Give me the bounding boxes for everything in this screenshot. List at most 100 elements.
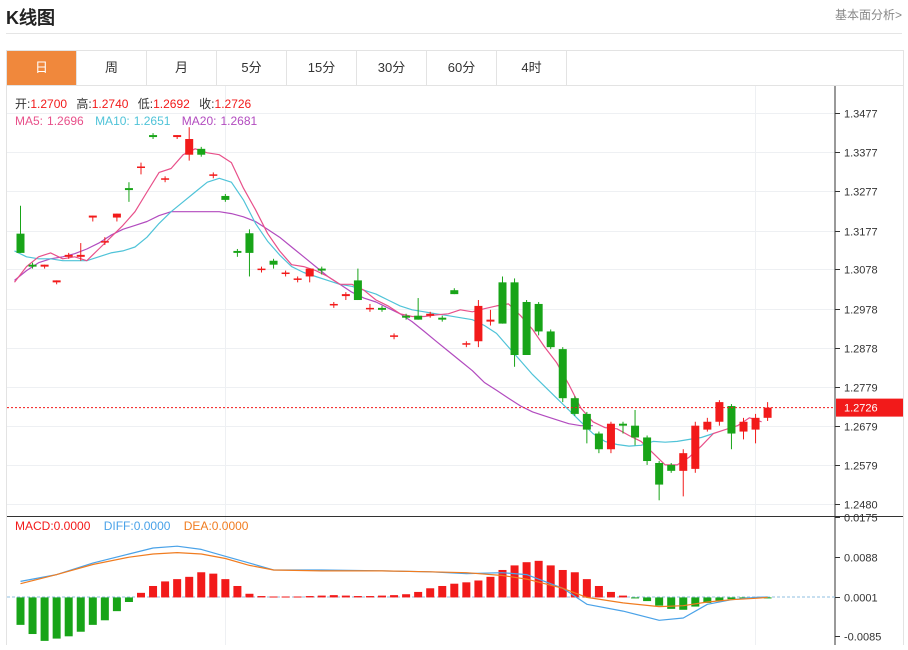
macd-bar — [450, 583, 459, 598]
candle-body — [619, 423, 627, 426]
tab-1[interactable]: 周 — [77, 51, 147, 85]
price-axis-ticks: 1.3477 1.3377 1.3277 1.3177 1.3078 1.2978 1.28… — [835, 109, 878, 512]
candle — [438, 315, 447, 322]
candle-body — [293, 278, 302, 280]
macd-tick-label: 0.0175 — [844, 513, 878, 525]
diff-value: 0.0000 — [134, 519, 171, 533]
macd-bar — [570, 572, 579, 598]
macd-bar — [510, 565, 519, 598]
candle — [64, 252, 73, 259]
macd-bar — [124, 597, 133, 602]
candle-body — [727, 406, 736, 434]
price-tick-label: 1.3477 — [844, 109, 878, 121]
period-tabs: 日周月 5分 15分 30分 60分 4时 — [6, 50, 904, 86]
macd-bar — [161, 581, 170, 598]
candle-body — [341, 294, 350, 297]
candle-body — [269, 260, 278, 265]
current-price-label: 1.2726 — [844, 403, 878, 415]
macd-bar — [462, 582, 471, 598]
candle-body — [474, 305, 483, 342]
candle — [329, 301, 338, 308]
tab-2[interactable]: 月 — [147, 51, 217, 85]
macd-bar — [257, 596, 266, 598]
low-value: 1.2692 — [153, 97, 190, 111]
candle — [378, 305, 386, 312]
candle — [751, 413, 760, 444]
candle — [619, 421, 627, 434]
candle-body — [655, 462, 664, 485]
low-label: 低: — [138, 97, 153, 111]
tab-7[interactable]: 4时 — [497, 51, 567, 85]
kline-chart: 1.3477 1.3377 1.3277 1.3177 1.3078 1.2978 1.28… — [7, 86, 903, 645]
candle-body — [390, 335, 399, 337]
tab-5[interactable]: 30分 — [357, 51, 427, 85]
candle — [763, 402, 772, 421]
tab-0[interactable]: 日 — [7, 51, 77, 85]
candle — [365, 303, 374, 312]
candle-body — [426, 313, 435, 316]
candle-body — [582, 413, 591, 430]
candle-body — [534, 303, 543, 332]
tab-3[interactable]: 5分 — [217, 51, 287, 85]
candle-body — [751, 417, 760, 430]
candle-body — [715, 402, 724, 422]
price-tick-label: 1.2878 — [844, 344, 878, 356]
ma5-value: 1.2696 — [47, 114, 84, 128]
ma20-label: MA20: — [182, 114, 217, 128]
macd-bar — [149, 585, 158, 598]
price-tick-label: 1.2679 — [844, 422, 878, 434]
dea-label: DEA: — [184, 519, 212, 533]
macd-bar — [486, 576, 495, 598]
macd-bar — [16, 597, 25, 625]
candle-body — [365, 307, 374, 310]
candle-body — [209, 174, 218, 176]
candle — [112, 213, 121, 222]
candle-body — [173, 135, 182, 138]
macd-bar — [28, 597, 37, 635]
candle-body — [739, 421, 748, 432]
candle — [655, 461, 664, 501]
macd-bar — [414, 591, 423, 598]
candle-body — [450, 290, 459, 295]
candle-body — [522, 301, 531, 355]
macd-bar — [353, 596, 362, 598]
candle-body — [438, 317, 447, 320]
candle — [691, 421, 700, 473]
macd-bar — [40, 597, 49, 641]
dea-line — [20, 552, 768, 608]
tab-4[interactable]: 15分 — [287, 51, 357, 85]
price-tick-label: 1.2978 — [844, 305, 878, 317]
price-tick-label: 1.3078 — [844, 265, 878, 277]
macd-bar — [112, 597, 121, 612]
candle — [281, 270, 290, 277]
macd-bar — [390, 595, 399, 598]
price-tick-label: 1.2579 — [844, 461, 878, 473]
candle — [570, 396, 579, 416]
candle — [353, 268, 362, 301]
candle-body — [498, 282, 507, 324]
candle — [643, 435, 652, 465]
open-label: 开: — [15, 97, 30, 111]
candle-body — [402, 315, 411, 318]
candle — [558, 347, 567, 403]
macd-tick-label: 0.0088 — [844, 553, 878, 565]
high-label: 高: — [76, 96, 91, 111]
candle — [76, 243, 85, 261]
candle-body — [353, 280, 362, 301]
macd-histogram — [7, 560, 835, 641]
candle-body — [161, 178, 170, 180]
candle-body — [329, 303, 338, 306]
candle-body — [112, 213, 121, 218]
candle — [28, 262, 37, 269]
macd-tick-label: -0.0085 — [844, 632, 881, 644]
fundamental-analysis-link[interactable]: 基本面分析> — [834, 8, 902, 22]
candle-body — [606, 423, 615, 450]
price-tick-label: 1.3277 — [844, 187, 878, 199]
candle-body — [763, 407, 772, 418]
candle — [594, 431, 603, 454]
tab-6[interactable]: 60分 — [427, 51, 497, 85]
macd-bar — [631, 597, 640, 599]
candle-body — [40, 264, 49, 267]
candle — [16, 205, 25, 253]
macd-bar — [281, 596, 290, 598]
